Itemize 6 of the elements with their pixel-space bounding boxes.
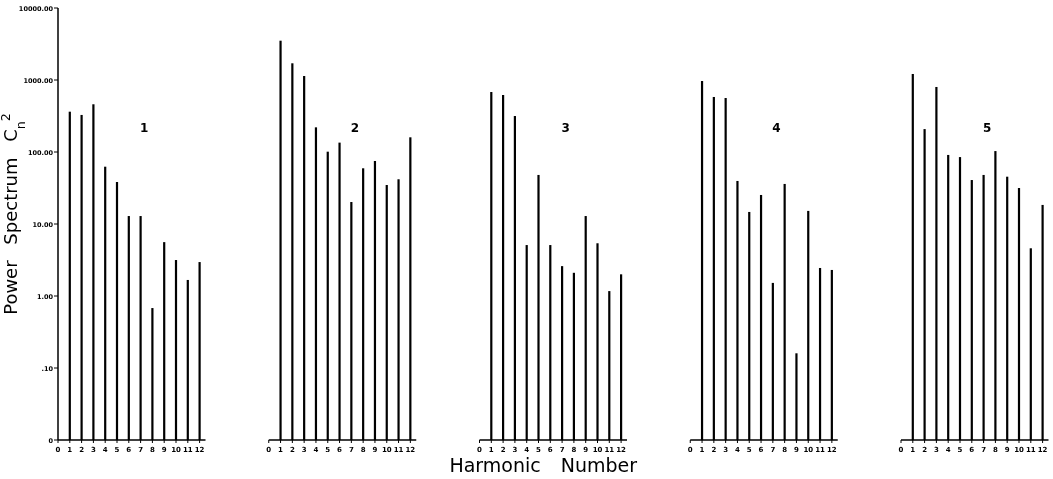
annotation: 3 [561, 121, 570, 135]
annotation: 2 [350, 121, 360, 135]
x-axis-title: Harmonic Number [449, 454, 638, 476]
annotation: 1 [139, 121, 149, 135]
annotation: 4 [772, 121, 781, 135]
annotation: 5 [982, 121, 992, 135]
